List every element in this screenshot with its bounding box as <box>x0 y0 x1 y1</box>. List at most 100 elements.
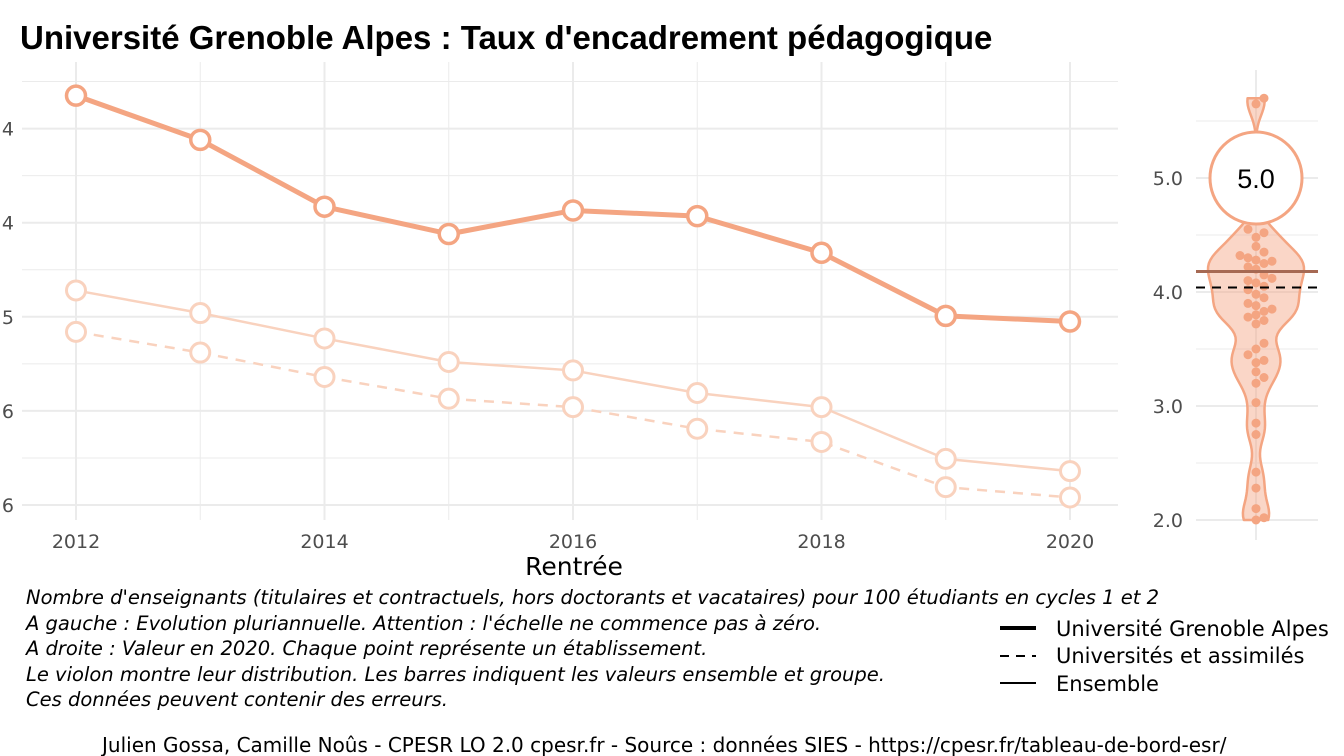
y-tick-label: 2.0 <box>1153 510 1183 532</box>
distribution-point <box>1251 278 1261 288</box>
distribution-point <box>1259 513 1269 523</box>
distribution-point <box>1259 338 1269 348</box>
distribution-point <box>1267 304 1277 314</box>
data-point <box>65 279 87 302</box>
note-line: Ces données peuvent contenir des erreurs… <box>26 688 448 711</box>
y-tick-label: 6 <box>2 401 14 423</box>
distribution-point <box>1251 467 1261 477</box>
distribution-point <box>1259 355 1269 365</box>
y-tick-label: 5.0 <box>1153 168 1183 190</box>
x-tick-label: 2016 <box>549 531 597 553</box>
note-line: Nombre d'enseignants (titulaires et cont… <box>26 586 1159 609</box>
data-point <box>65 320 87 343</box>
y-tick-label: 4 <box>2 213 14 235</box>
distribution-point <box>1251 398 1261 408</box>
data-point <box>686 417 709 440</box>
distribution-point <box>1251 504 1261 514</box>
legend: Université Grenoble Alpes Universités et… <box>1000 617 1329 696</box>
data-point <box>686 382 709 405</box>
distribution-point <box>1259 316 1269 325</box>
violin-chart-panel: 2.0 3.0 4.0 5.0 5.0 <box>1153 70 1318 540</box>
y-tick-label: 4.0 <box>1153 282 1183 304</box>
distribution-point <box>1243 262 1253 272</box>
data-point <box>64 84 88 107</box>
x-tick-label: 2014 <box>300 531 348 553</box>
legend-label: Universités et assimilés <box>1056 644 1304 668</box>
x-tick-label: 2012 <box>52 531 100 553</box>
distribution-point <box>1251 310 1261 320</box>
distribution-point <box>1251 430 1261 439</box>
distribution-point <box>1251 367 1261 377</box>
data-point <box>561 199 585 222</box>
note-line: Le violon montre leur distribution. Les … <box>26 663 885 686</box>
distribution-point <box>1243 312 1253 322</box>
distribution-point <box>1251 289 1261 299</box>
distribution-point <box>1251 241 1261 251</box>
distribution-point <box>1251 515 1261 525</box>
data-point <box>313 195 336 218</box>
distribution-point <box>1251 232 1261 242</box>
distribution-point <box>1259 281 1269 291</box>
distribution-point <box>1259 247 1269 257</box>
distribution-point <box>1251 344 1261 354</box>
distribution-point <box>1259 228 1269 238</box>
y-tick-label: 4 <box>2 119 14 141</box>
x-tick-label: 2020 <box>1046 531 1094 553</box>
y-tick-label: 3.0 <box>1153 396 1183 418</box>
notes-block: Nombre d'enseignants (titulaires et cont… <box>24 586 1159 711</box>
data-point <box>313 366 336 389</box>
data-point <box>313 327 336 350</box>
highlight-badge <box>1208 130 1304 226</box>
data-point <box>562 396 584 419</box>
distribution-point <box>1251 358 1261 368</box>
note-line: A gauche : Evolution pluriannuelle. Atte… <box>24 612 821 635</box>
data-point <box>189 302 212 325</box>
data-point <box>189 341 212 364</box>
series-line <box>75 330 1071 499</box>
distribution-point <box>1251 378 1261 388</box>
data-point <box>934 476 957 499</box>
line-chart-panel: 6 6 5 4 4 2012 2014 2016 2018 2020 <box>2 62 1118 553</box>
distribution-point <box>1243 298 1253 308</box>
data-point <box>562 359 584 382</box>
distribution-point <box>1251 319 1261 329</box>
legend-label: Université Grenoble Alpes <box>1056 617 1329 641</box>
distribution-point <box>1251 301 1261 311</box>
distribution-point <box>1267 256 1277 266</box>
data-point <box>934 447 957 470</box>
data-point <box>686 204 709 228</box>
note-line: A droite : Valeur en 2020. Chaque point … <box>24 637 707 660</box>
distribution-point <box>1251 255 1261 265</box>
distribution-point <box>1251 99 1261 109</box>
chart-title: Université Grenoble Alpes : Taux d'encad… <box>20 19 992 56</box>
distribution-point <box>1259 259 1269 268</box>
data-point <box>1059 460 1081 483</box>
distribution-point <box>1267 273 1277 283</box>
distribution-point <box>1243 224 1253 234</box>
distribution-point <box>1243 350 1253 360</box>
data-point <box>437 222 460 246</box>
distribution-point <box>1251 418 1261 428</box>
distribution-point <box>1243 276 1253 286</box>
data-point <box>437 387 460 410</box>
distribution-point <box>1259 306 1269 316</box>
distribution-point <box>1251 483 1261 493</box>
distribution-point <box>1243 253 1253 263</box>
y-tick-label: 5 <box>2 307 14 329</box>
distribution-point <box>1259 93 1269 103</box>
data-point <box>189 128 212 152</box>
distribution-point <box>1235 251 1245 261</box>
x-tick-label: 2018 <box>797 531 845 553</box>
x-axis-label: Rentrée <box>525 552 623 581</box>
distribution-point <box>1259 373 1269 382</box>
data-point <box>1058 310 1082 333</box>
distribution-point <box>1259 293 1269 303</box>
legend-label: Ensemble <box>1056 672 1159 696</box>
highlight-value: 5.0 <box>1237 164 1275 194</box>
data-point <box>437 350 460 373</box>
data-point <box>810 430 833 453</box>
y-tick-label: 6 <box>2 495 14 517</box>
data-point <box>1059 486 1081 509</box>
data-point <box>810 396 833 419</box>
